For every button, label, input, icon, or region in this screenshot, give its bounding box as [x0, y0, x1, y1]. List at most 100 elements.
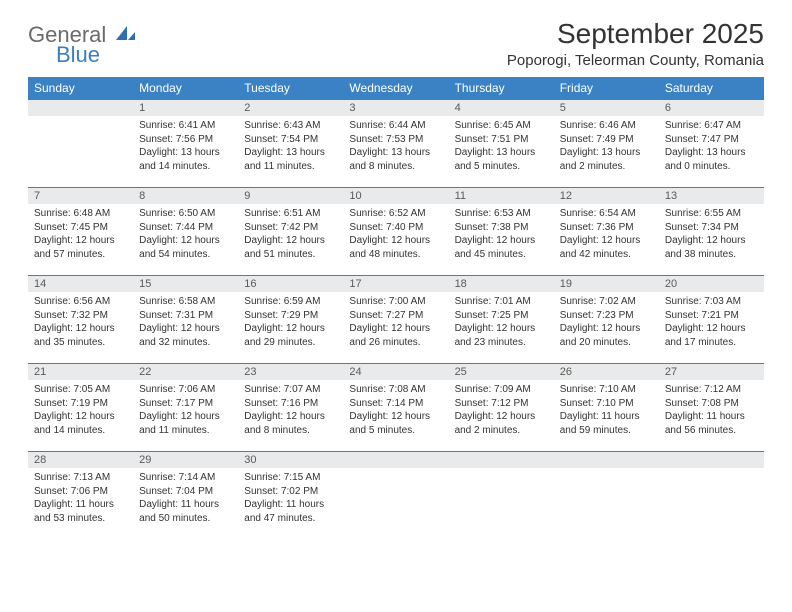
day-cell: 12Sunrise: 6:54 AMSunset: 7:36 PMDayligh…: [554, 187, 659, 275]
day-cell: 7Sunrise: 6:48 AMSunset: 7:45 PMDaylight…: [28, 187, 133, 275]
weekday-friday: Friday: [554, 77, 659, 99]
day-number: 18: [449, 276, 554, 292]
day-number: 10: [343, 188, 448, 204]
day-detail: Sunrise: 7:14 AMSunset: 7:04 PMDaylight:…: [133, 468, 238, 529]
day-cell: 3Sunrise: 6:44 AMSunset: 7:53 PMDaylight…: [343, 99, 448, 187]
day-detail: Sunrise: 6:45 AMSunset: 7:51 PMDaylight:…: [449, 116, 554, 177]
weekday-tuesday: Tuesday: [238, 77, 343, 99]
day-detail: Sunrise: 6:53 AMSunset: 7:38 PMDaylight:…: [449, 204, 554, 265]
day-detail: Sunrise: 6:47 AMSunset: 7:47 PMDaylight:…: [659, 116, 764, 177]
empty-cell: [343, 451, 448, 539]
day-number: 6: [659, 100, 764, 116]
month-title: September 2025: [507, 18, 764, 50]
day-detail: [659, 468, 764, 518]
day-cell: 24Sunrise: 7:08 AMSunset: 7:14 PMDayligh…: [343, 363, 448, 451]
day-number: 7: [28, 188, 133, 204]
weekday-header: SundayMondayTuesdayWednesdayThursdayFrid…: [28, 77, 764, 99]
day-number: [449, 452, 554, 468]
day-detail: Sunrise: 6:44 AMSunset: 7:53 PMDaylight:…: [343, 116, 448, 177]
day-cell: 15Sunrise: 6:58 AMSunset: 7:31 PMDayligh…: [133, 275, 238, 363]
day-cell: 21Sunrise: 7:05 AMSunset: 7:19 PMDayligh…: [28, 363, 133, 451]
day-number: [343, 452, 448, 468]
day-detail: Sunrise: 6:50 AMSunset: 7:44 PMDaylight:…: [133, 204, 238, 265]
day-number: 2: [238, 100, 343, 116]
day-detail: Sunrise: 6:56 AMSunset: 7:32 PMDaylight:…: [28, 292, 133, 353]
empty-cell: [659, 451, 764, 539]
calendar-body: 1Sunrise: 6:41 AMSunset: 7:56 PMDaylight…: [28, 99, 764, 539]
day-detail: Sunrise: 7:09 AMSunset: 7:12 PMDaylight:…: [449, 380, 554, 441]
day-cell: 1Sunrise: 6:41 AMSunset: 7:56 PMDaylight…: [133, 99, 238, 187]
day-cell: 11Sunrise: 6:53 AMSunset: 7:38 PMDayligh…: [449, 187, 554, 275]
day-number: 29: [133, 452, 238, 468]
day-number: 25: [449, 364, 554, 380]
day-number: [554, 452, 659, 468]
day-number: 30: [238, 452, 343, 468]
day-cell: 23Sunrise: 7:07 AMSunset: 7:16 PMDayligh…: [238, 363, 343, 451]
day-detail: Sunrise: 6:41 AMSunset: 7:56 PMDaylight:…: [133, 116, 238, 177]
day-cell: 20Sunrise: 7:03 AMSunset: 7:21 PMDayligh…: [659, 275, 764, 363]
day-cell: 30Sunrise: 7:15 AMSunset: 7:02 PMDayligh…: [238, 451, 343, 539]
day-detail: Sunrise: 7:13 AMSunset: 7:06 PMDaylight:…: [28, 468, 133, 529]
day-number: 15: [133, 276, 238, 292]
day-cell: 6Sunrise: 6:47 AMSunset: 7:47 PMDaylight…: [659, 99, 764, 187]
day-number: 13: [659, 188, 764, 204]
day-detail: Sunrise: 6:59 AMSunset: 7:29 PMDaylight:…: [238, 292, 343, 353]
weekday-monday: Monday: [133, 77, 238, 99]
day-cell: 8Sunrise: 6:50 AMSunset: 7:44 PMDaylight…: [133, 187, 238, 275]
day-detail: Sunrise: 7:15 AMSunset: 7:02 PMDaylight:…: [238, 468, 343, 529]
day-number: 17: [343, 276, 448, 292]
day-detail: Sunrise: 7:07 AMSunset: 7:16 PMDaylight:…: [238, 380, 343, 441]
day-cell: 10Sunrise: 6:52 AMSunset: 7:40 PMDayligh…: [343, 187, 448, 275]
day-number: 24: [343, 364, 448, 380]
day-number: 21: [28, 364, 133, 380]
calendar-table: SundayMondayTuesdayWednesdayThursdayFrid…: [28, 77, 764, 539]
day-number: 19: [554, 276, 659, 292]
day-detail: Sunrise: 6:58 AMSunset: 7:31 PMDaylight:…: [133, 292, 238, 353]
header: General Blue September 2025 Poporogi, Te…: [28, 18, 764, 69]
day-number: 11: [449, 188, 554, 204]
day-cell: 27Sunrise: 7:12 AMSunset: 7:08 PMDayligh…: [659, 363, 764, 451]
day-cell: 9Sunrise: 6:51 AMSunset: 7:42 PMDaylight…: [238, 187, 343, 275]
day-detail: Sunrise: 6:48 AMSunset: 7:45 PMDaylight:…: [28, 204, 133, 265]
day-cell: 28Sunrise: 7:13 AMSunset: 7:06 PMDayligh…: [28, 451, 133, 539]
day-number: 8: [133, 188, 238, 204]
day-detail: Sunrise: 6:52 AMSunset: 7:40 PMDaylight:…: [343, 204, 448, 265]
calendar-page: General Blue September 2025 Poporogi, Te…: [0, 0, 792, 539]
day-detail: Sunrise: 6:46 AMSunset: 7:49 PMDaylight:…: [554, 116, 659, 177]
empty-cell: [449, 451, 554, 539]
day-number: [28, 100, 133, 116]
day-detail: Sunrise: 7:00 AMSunset: 7:27 PMDaylight:…: [343, 292, 448, 353]
day-cell: 19Sunrise: 7:02 AMSunset: 7:23 PMDayligh…: [554, 275, 659, 363]
day-number: 22: [133, 364, 238, 380]
day-number: 16: [238, 276, 343, 292]
day-number: 26: [554, 364, 659, 380]
day-number: [659, 452, 764, 468]
day-cell: 4Sunrise: 6:45 AMSunset: 7:51 PMDaylight…: [449, 99, 554, 187]
weekday-saturday: Saturday: [659, 77, 764, 99]
day-cell: 2Sunrise: 6:43 AMSunset: 7:54 PMDaylight…: [238, 99, 343, 187]
day-cell: 26Sunrise: 7:10 AMSunset: 7:10 PMDayligh…: [554, 363, 659, 451]
day-number: 23: [238, 364, 343, 380]
day-detail: [343, 468, 448, 518]
weekday-wednesday: Wednesday: [343, 77, 448, 99]
day-cell: 22Sunrise: 7:06 AMSunset: 7:17 PMDayligh…: [133, 363, 238, 451]
day-cell: 16Sunrise: 6:59 AMSunset: 7:29 PMDayligh…: [238, 275, 343, 363]
day-detail: Sunrise: 6:51 AMSunset: 7:42 PMDaylight:…: [238, 204, 343, 265]
day-cell: 17Sunrise: 7:00 AMSunset: 7:27 PMDayligh…: [343, 275, 448, 363]
day-number: 5: [554, 100, 659, 116]
day-cell: 13Sunrise: 6:55 AMSunset: 7:34 PMDayligh…: [659, 187, 764, 275]
day-detail: [449, 468, 554, 518]
day-detail: Sunrise: 6:55 AMSunset: 7:34 PMDaylight:…: [659, 204, 764, 265]
empty-cell: [28, 99, 133, 187]
logo-word2: Blue: [56, 44, 136, 66]
day-detail: [28, 116, 133, 166]
day-detail: Sunrise: 7:12 AMSunset: 7:08 PMDaylight:…: [659, 380, 764, 441]
week-row: 1Sunrise: 6:41 AMSunset: 7:56 PMDaylight…: [28, 99, 764, 187]
day-detail: Sunrise: 7:08 AMSunset: 7:14 PMDaylight:…: [343, 380, 448, 441]
day-detail: [554, 468, 659, 518]
day-cell: 18Sunrise: 7:01 AMSunset: 7:25 PMDayligh…: [449, 275, 554, 363]
logo-text: General Blue: [28, 24, 136, 66]
day-cell: 29Sunrise: 7:14 AMSunset: 7:04 PMDayligh…: [133, 451, 238, 539]
day-detail: Sunrise: 7:05 AMSunset: 7:19 PMDaylight:…: [28, 380, 133, 441]
day-cell: 25Sunrise: 7:09 AMSunset: 7:12 PMDayligh…: [449, 363, 554, 451]
